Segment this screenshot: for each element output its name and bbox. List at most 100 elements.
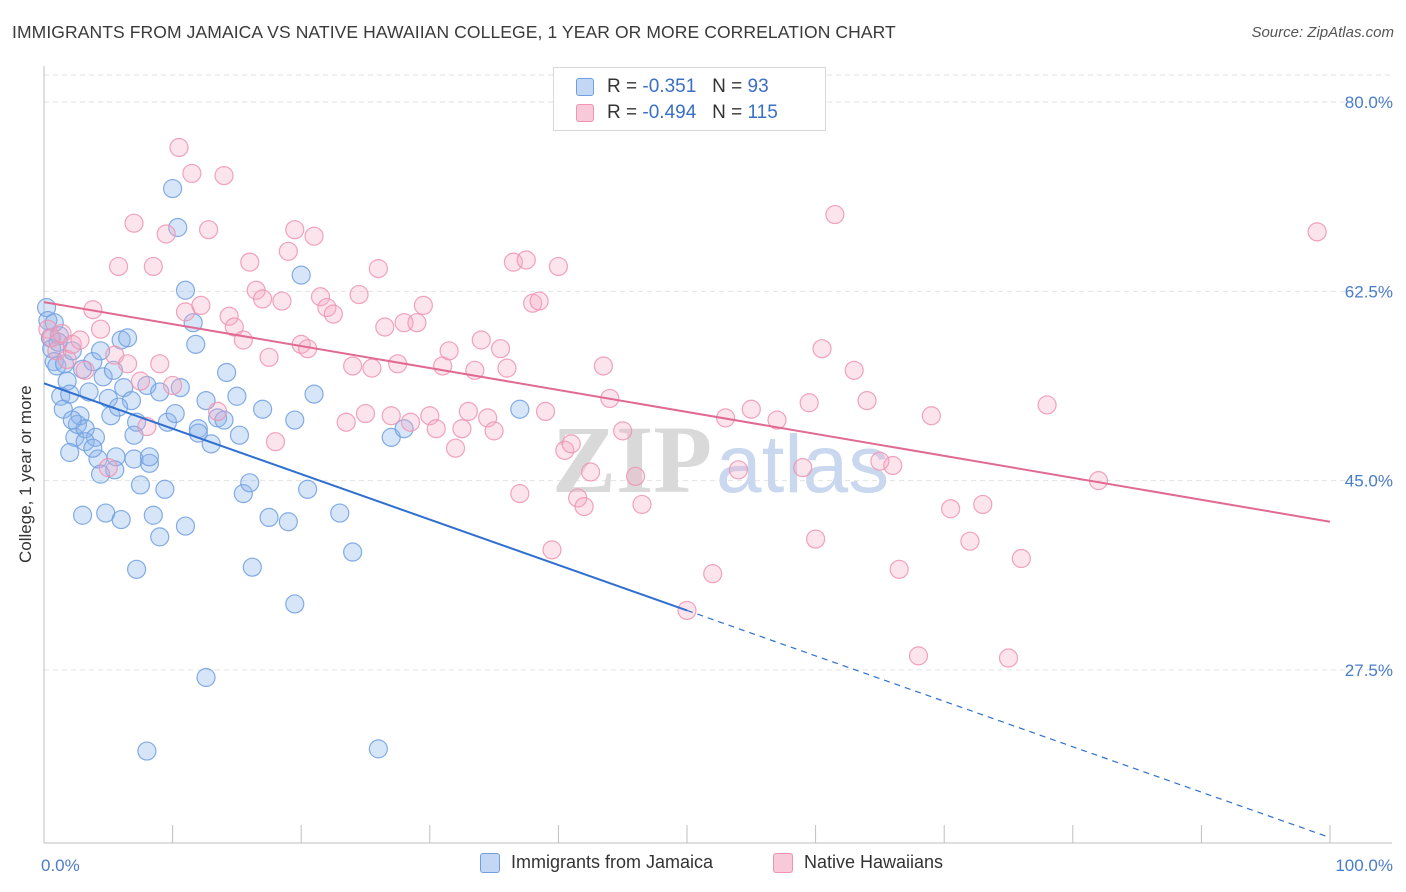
point-hawaiian [143, 256, 163, 277]
point-jamaica [368, 739, 388, 759]
point-jamaica [278, 512, 298, 532]
point-jamaica [291, 265, 311, 285]
tick-labels: 80.0% 62.5% 45.0% 27.5% 0.0% 100.0% [41, 93, 1393, 875]
point-hawaiian [182, 163, 202, 184]
point-jamaica [124, 449, 144, 469]
point-jamaica [259, 507, 279, 528]
y-tick-label: 27.5% [1345, 661, 1393, 680]
point-jamaica [139, 453, 160, 473]
chart-title: IMMIGRANTS FROM JAMAICA VS NATIVE HAWAII… [12, 22, 896, 42]
point-jamaica [137, 741, 157, 761]
point-hawaiian [883, 455, 903, 476]
point-hawaiian [265, 432, 286, 452]
point-hawaiian [452, 419, 472, 439]
point-hawaiian [368, 259, 388, 279]
point-jamaica [242, 557, 262, 577]
point-hawaiian [998, 648, 1019, 668]
point-jamaica [79, 382, 99, 402]
point-hawaiian [593, 356, 614, 376]
point-hawaiian [973, 494, 993, 515]
y-tick-label: 80.0% [1345, 93, 1393, 112]
point-jamaica [143, 505, 163, 525]
trend-extension-jamaica [686, 609, 1331, 839]
legend-r-label: R = [607, 76, 638, 97]
point-hawaiian [304, 226, 324, 246]
point-hawaiian [253, 289, 273, 309]
legend-swatch-pink [773, 852, 793, 873]
point-hawaiian [908, 646, 929, 666]
point-hawaiian [799, 393, 819, 413]
point-hawaiian [870, 451, 890, 471]
point-hawaiian [632, 494, 652, 515]
point-hawaiian [381, 406, 401, 426]
point-hawaiian [163, 375, 183, 396]
legend-n-label: N = [712, 102, 743, 123]
point-hawaiian [323, 304, 343, 324]
point-hawaiian [497, 358, 517, 378]
point-hawaiian [224, 317, 244, 337]
point-hawaiian [1011, 548, 1031, 569]
point-hawaiian [535, 401, 556, 422]
point-jamaica [168, 217, 188, 238]
point-hawaiian [510, 484, 530, 504]
watermark-atlas: atlas [716, 419, 889, 510]
point-hawaiian [156, 224, 176, 244]
point-jamaica [285, 594, 305, 614]
points-layer [36, 137, 1327, 761]
point-jamaica [201, 434, 221, 454]
point-hawaiian [793, 458, 813, 478]
point-hawaiian [805, 529, 826, 549]
point-jamaica [117, 328, 138, 348]
point-hawaiian [445, 438, 466, 458]
point-jamaica [165, 403, 185, 424]
point-hawaiian [124, 213, 144, 233]
point-hawaiian [458, 401, 478, 422]
point-jamaica [510, 399, 530, 419]
point-hawaiian [490, 339, 511, 359]
x-tick-label: 100.0% [1335, 856, 1393, 875]
trend-line-hawaiian [43, 301, 1331, 523]
axes [43, 66, 1392, 844]
legend-item-jamaica[interactable]: Immigrants from Jamaica [480, 852, 713, 873]
point-jamaica [175, 516, 196, 536]
point-jamaica [285, 410, 305, 430]
trend-lines [43, 301, 1331, 839]
point-hawaiian [426, 419, 446, 439]
point-hawaiian [889, 559, 909, 579]
point-hawaiian [921, 406, 941, 426]
point-jamaica [90, 464, 111, 484]
point-jamaica [188, 423, 208, 443]
point-jamaica [155, 479, 175, 499]
legend-item-hawaiians[interactable]: Native Hawaiians [773, 852, 943, 873]
point-hawaiian [349, 284, 369, 305]
point-jamaica [175, 280, 196, 300]
point-jamaica [83, 438, 103, 458]
point-hawaiian [400, 412, 421, 432]
point-hawaiian [278, 241, 298, 261]
point-jamaica [90, 341, 111, 361]
point-hawaiian [169, 137, 189, 158]
point-jamaica [217, 362, 237, 383]
point-hawaiian [240, 252, 260, 272]
legend-r-label: R = [607, 102, 638, 123]
series-legend: Immigrants from Jamaica Native Hawaiians [0, 852, 1406, 878]
legend-r-value-blue: -0.351 [642, 76, 697, 97]
y-tick-label: 62.5% [1345, 282, 1393, 301]
point-jamaica [253, 399, 273, 419]
point-jamaica [229, 425, 250, 445]
point-hawaiian [375, 317, 395, 337]
point-hawaiian [117, 354, 138, 374]
point-hawaiian [90, 319, 111, 339]
point-jamaica [75, 432, 95, 452]
point-jamaica [103, 360, 124, 380]
point-hawaiian [548, 256, 569, 277]
legend-swatch-blue [576, 78, 594, 96]
point-hawaiian [741, 399, 761, 419]
point-jamaica [150, 527, 170, 547]
point-hawaiian [580, 462, 601, 482]
point-jamaica [47, 356, 67, 376]
point-hawaiian [70, 330, 90, 350]
point-hawaiian [407, 313, 427, 333]
legend-label-jamaica: Immigrants from Jamaica [511, 852, 714, 872]
